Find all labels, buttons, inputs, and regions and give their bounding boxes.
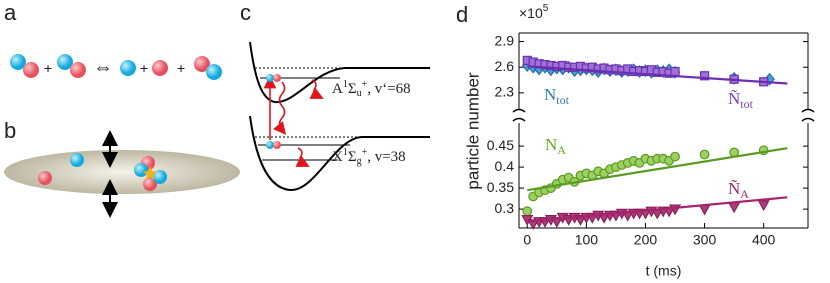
axis-break <box>801 108 815 122</box>
annotation-part: A <box>740 187 749 201</box>
state-part: A <box>332 81 343 97</box>
annotation: NA <box>545 135 566 157</box>
fit-line <box>527 65 788 85</box>
x-axis-label: t (ms) <box>646 263 682 279</box>
point <box>522 206 533 217</box>
symbol: + <box>44 61 53 77</box>
annotation-part: N <box>545 135 557 154</box>
y-tick-label: 0.4 <box>495 158 515 174</box>
panel-label: c <box>240 0 251 25</box>
x-tick-label: 400 <box>752 232 776 248</box>
panel-c <box>249 41 430 192</box>
y-tick-label: 2.6 <box>495 58 515 74</box>
panel-b <box>4 130 240 218</box>
annotation-part: N <box>544 85 556 104</box>
annotation: ÑA <box>728 179 749 201</box>
y-tick-label: 0.35 <box>487 179 514 195</box>
state-part: , v=38 <box>367 149 405 165</box>
multiplier: ×105 <box>519 3 549 21</box>
annotation-part: tot <box>556 93 569 107</box>
point <box>757 200 770 212</box>
point <box>699 149 710 160</box>
point <box>670 66 680 77</box>
symbol: + <box>140 61 149 77</box>
annotation-part: Ñ <box>728 89 740 108</box>
state-part: , v‘=68 <box>367 81 410 97</box>
x-tick-label: 0 <box>523 232 531 248</box>
fit-line <box>527 196 788 223</box>
state-part: g <box>357 156 362 167</box>
state-part: u <box>357 88 362 99</box>
panel-label: a <box>4 0 17 25</box>
state-part: 1 <box>343 79 348 90</box>
point <box>699 71 710 81</box>
state-part: + <box>362 147 368 158</box>
annotation: Ñtot <box>728 89 754 111</box>
panel-label: b <box>4 118 16 143</box>
state-part: X <box>332 149 343 165</box>
state-label: A1Σu+, v‘=68 <box>332 79 411 99</box>
point <box>728 202 741 214</box>
state-part: 1 <box>343 147 348 158</box>
y-axis-label: particle number <box>463 72 482 190</box>
fit-line <box>527 147 788 192</box>
symbol: ⇔ <box>93 57 113 79</box>
annotation: Ntot <box>544 85 570 107</box>
y-tick-label: 2.9 <box>495 32 515 48</box>
multiplier-part: ×10 <box>519 5 543 21</box>
x-tick-label: 100 <box>575 232 599 248</box>
panel-label: d <box>456 2 468 27</box>
x-tick-label: 200 <box>634 232 658 248</box>
annotation-part: A <box>557 143 566 157</box>
symbol: + <box>177 61 186 77</box>
y-tick-label: 0.3 <box>495 200 515 216</box>
state-part: Σ <box>348 149 357 165</box>
axis-break <box>512 108 526 122</box>
x-tick-label: 300 <box>693 232 717 248</box>
state-label: X1Σg+, v=38 <box>332 147 406 167</box>
point <box>670 151 680 162</box>
state-part: + <box>362 79 368 90</box>
y-tick-label: 0.45 <box>487 137 514 153</box>
multiplier-part: 5 <box>543 3 549 14</box>
annotation-part: Ñ <box>728 179 740 198</box>
panel-a: + ⇔ + + <box>10 54 222 80</box>
annotation-part: tot <box>740 97 753 111</box>
state-part: Σ <box>348 81 357 97</box>
y-tick-label: 2.3 <box>495 84 515 100</box>
